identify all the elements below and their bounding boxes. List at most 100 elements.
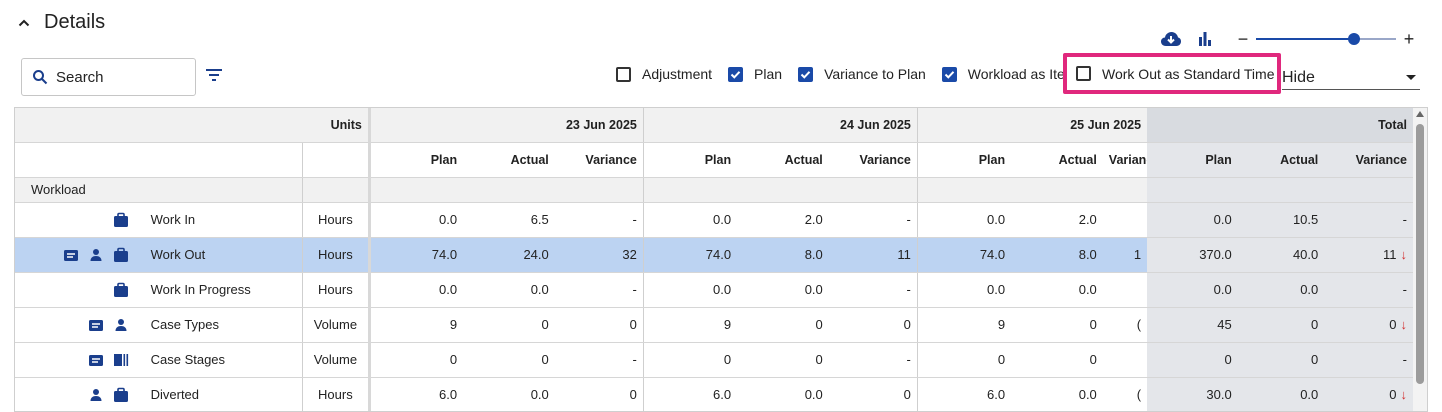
stages-icon[interactable]	[113, 352, 129, 368]
option-label: Adjustment	[642, 66, 713, 82]
header-date-1: 23 Jun 2025	[369, 108, 644, 143]
option-workload-as-items[interactable]: Workload as Items	[941, 66, 1084, 82]
section-title: Details	[44, 11, 106, 33]
zoom-slider-handle[interactable]	[1348, 33, 1360, 45]
table-row[interactable]: Case Stages Volume 0 0-0 0-0 0 0 0-	[15, 342, 1413, 378]
table-row[interactable]: Work Out Hours 74.0 24.0 32 74.0 8.0 11 74.0 8.0 1…	[15, 237, 1413, 273]
zoom-slider-fill	[1256, 38, 1354, 40]
group-cell	[302, 177, 371, 203]
metric-name: Work In Progress	[138, 272, 303, 308]
briefcase-icon[interactable]	[113, 282, 129, 298]
actual-cell: 0	[463, 307, 555, 343]
scrollbar-thumb[interactable]	[1416, 124, 1424, 384]
units-cell: Volume	[302, 342, 371, 378]
table-body: Workload Work In Hours 0.0 6.5-0.0 2.0-0.0 2.…	[15, 177, 1413, 411]
checkbox-work-out-as-standard-time[interactable]	[1076, 66, 1091, 81]
variance-cell: 0	[554, 307, 644, 343]
person-icon[interactable]	[88, 247, 104, 263]
option-label: Plan	[754, 66, 783, 82]
total-actual-cell: 0	[1237, 342, 1325, 378]
header-units: Units	[302, 108, 371, 143]
units-cell: Hours	[302, 237, 371, 273]
hide-select[interactable]: Hide	[1282, 66, 1420, 90]
units-cell: Hours	[302, 202, 371, 238]
group-label: Workload	[15, 177, 303, 203]
checkbox-workload-as-items[interactable]	[941, 66, 957, 82]
option-variance-to-plan[interactable]: Variance to Plan	[798, 66, 926, 82]
briefcase-icon[interactable]	[113, 247, 129, 263]
header-blank	[302, 142, 371, 178]
zoom-slider[interactable]	[1256, 33, 1396, 45]
group-cell	[369, 177, 644, 203]
variance-cell: 0	[828, 307, 918, 343]
actual-cell: 0.0	[737, 272, 829, 308]
table-row[interactable]: Case Types Volume 9 0 0 9 0 0 9 0(45 0 0 ↓	[15, 307, 1413, 343]
details-section-header[interactable]: Details	[18, 11, 105, 34]
checkbox-adjustment[interactable]	[616, 66, 631, 82]
row-icons	[15, 202, 139, 238]
person-icon[interactable]	[113, 317, 129, 333]
arrow-down-icon: ↓	[1400, 317, 1408, 332]
total-value: 10.5	[1292, 212, 1319, 227]
table-row[interactable]: Work In Progress Hours 0.0 0.0-0.0 0.0-0.0 0.…	[15, 272, 1413, 308]
plan-cell: 0.0	[917, 272, 1012, 308]
variance-cell: -	[554, 342, 644, 378]
scroll-up-arrow[interactable]	[1416, 111, 1424, 117]
header-actual: Actual	[1011, 142, 1103, 178]
search-box[interactable]	[21, 58, 196, 96]
notes-icon[interactable]	[88, 317, 104, 333]
option-label: Variance to Plan	[824, 66, 926, 82]
actual-cell: 0	[1011, 342, 1103, 378]
table-row[interactable]: Diverted Hours 6.0 0.0 0 6.0 0.0 0 6.0 0.0(30.0 0.…	[15, 377, 1413, 411]
zoom-out-button[interactable]: −	[1237, 29, 1249, 49]
chart-button[interactable]	[1194, 28, 1216, 50]
plan-cell: 9	[369, 307, 464, 343]
chevron-up-icon[interactable]	[18, 17, 30, 29]
notes-icon[interactable]	[63, 247, 79, 263]
briefcase-icon[interactable]	[113, 387, 129, 403]
units-cell: Hours	[302, 272, 371, 308]
plan-cell: 9	[643, 307, 738, 343]
actual-cell: 24.0	[463, 237, 555, 273]
header-date-2: 24 Jun 2025	[643, 108, 918, 143]
total-variance-cell: 0 ↓	[1324, 307, 1413, 343]
cloud-download-button[interactable]	[1160, 28, 1182, 50]
vertical-scrollbar[interactable]	[1413, 108, 1427, 411]
variance-cell	[1102, 202, 1148, 238]
table-row[interactable]: Work In Hours 0.0 6.5-0.0 2.0-0.0 2.0 0.0 10.5-	[15, 202, 1413, 238]
header-row-dates: Units 23 Jun 2025 24 Jun 2025 25 Jun 202…	[15, 108, 1413, 143]
group-cell	[643, 177, 918, 203]
checkbox-variance-to-plan[interactable]	[798, 66, 814, 82]
cloud-download-icon	[1161, 32, 1181, 46]
details-table: Units 23 Jun 2025 24 Jun 2025 25 Jun 202…	[15, 108, 1413, 411]
units-cell: Hours	[302, 377, 371, 411]
header-blank	[15, 142, 303, 178]
actual-cell: 0	[463, 342, 555, 378]
filter-icon[interactable]	[205, 68, 223, 82]
header-variance: Variance	[1324, 142, 1413, 178]
variance-cell: 32	[554, 237, 644, 273]
actual-cell: 0.0	[1011, 377, 1103, 411]
option-work-out-as-standard-time[interactable]: Work Out as Standard Time	[1063, 53, 1281, 94]
display-options: Adjustment Plan Variance to Plan Workloa…	[616, 53, 1281, 94]
search-input[interactable]	[56, 68, 186, 86]
option-label: Workload as Items	[967, 66, 1084, 82]
notes-icon[interactable]	[88, 352, 104, 368]
total-variance-cell: 0 ↓	[1324, 377, 1413, 411]
row-icons	[15, 342, 139, 378]
row-icons	[15, 272, 139, 308]
option-adjustment[interactable]: Adjustment	[616, 66, 712, 82]
total-value: -	[1402, 212, 1407, 227]
briefcase-icon[interactable]	[113, 212, 129, 228]
plan-cell: 74.0	[643, 237, 738, 273]
person-icon[interactable]	[88, 387, 104, 403]
zoom-in-button[interactable]: +	[1403, 29, 1415, 49]
plan-cell: 6.0	[369, 377, 464, 411]
plan-cell: 9	[917, 307, 1012, 343]
check-icon	[944, 70, 955, 79]
header-actual: Actual	[737, 142, 829, 178]
total-variance-cell: -	[1324, 202, 1413, 238]
group-row: Workload	[15, 177, 1413, 203]
option-plan[interactable]: Plan	[728, 66, 782, 82]
checkbox-plan[interactable]	[728, 66, 744, 82]
